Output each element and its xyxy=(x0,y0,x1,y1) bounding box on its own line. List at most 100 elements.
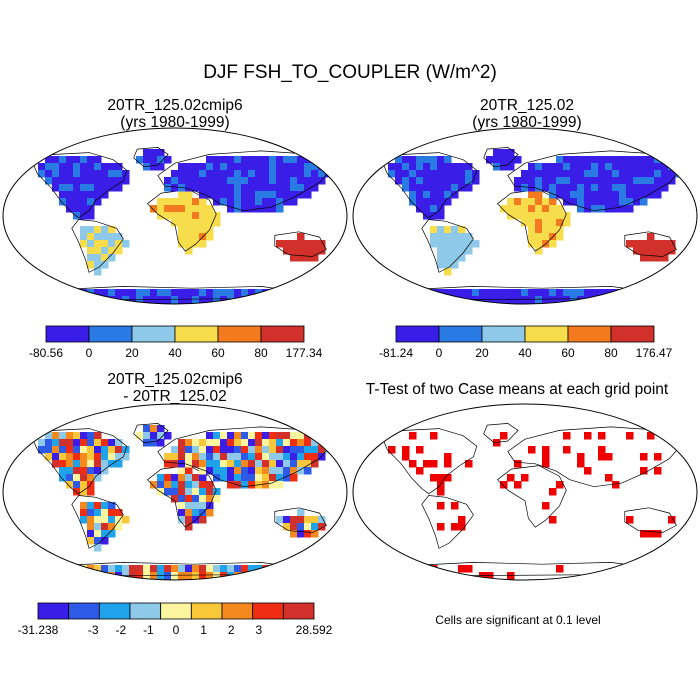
map-panel-3 xyxy=(352,403,698,581)
colorbar-2-label: -2 xyxy=(115,623,126,637)
map-1-eurasia xyxy=(514,156,683,213)
map-3-northamerica xyxy=(388,432,473,496)
colorbar-2-box xyxy=(68,602,100,620)
map-3-greenland-outline xyxy=(483,423,519,444)
map-2-greenland xyxy=(136,425,172,447)
panel-case2-title-line2: (yrs 1980-1999) xyxy=(472,114,582,131)
colorbar-1: -81.24 0 20 40 60 80 176.47 xyxy=(379,325,673,360)
colorbar-0-label: 20 xyxy=(125,346,139,360)
colorbar-2-label: 0 xyxy=(173,623,180,637)
map-1-cells xyxy=(379,147,684,304)
map-3-southamerica-outline xyxy=(421,495,474,549)
map-3-africa-outline xyxy=(496,465,567,528)
colorbar-0-label: 60 xyxy=(211,346,225,360)
colorbar-1-label: 80 xyxy=(604,346,618,360)
map-0-cells xyxy=(29,147,334,304)
map-3-eurasia-outline xyxy=(507,426,684,488)
colorbar-1-label: 40 xyxy=(518,346,532,360)
map-2-southamerica xyxy=(80,502,130,552)
map-1-border xyxy=(352,127,698,305)
map-0-eurasia xyxy=(164,156,333,213)
panel-diff-title-line2: - 20TR_125.02 xyxy=(123,388,227,405)
map-2-australia-outline xyxy=(274,507,327,533)
colorbar-0-label: -80.56 xyxy=(29,346,63,360)
colorbar-0-box xyxy=(131,325,176,343)
colorbar-1-box xyxy=(567,325,612,343)
panel-diff-title-line1: 20TR_125.02cmip6 xyxy=(107,371,243,388)
colorbar-2-box xyxy=(252,602,284,620)
map-0-eurasia-outline xyxy=(157,150,334,212)
map-2-cells xyxy=(29,423,334,580)
map-panel-1 xyxy=(352,127,698,305)
map-panel-2 xyxy=(2,403,348,581)
map-3-greenland xyxy=(493,432,508,447)
map-panel-0 xyxy=(2,127,348,305)
map-3-eurasia xyxy=(514,432,662,489)
colorbar-2-label: 28.592 xyxy=(296,623,333,637)
colorbar-0-box xyxy=(174,325,219,343)
colorbar-0-box xyxy=(260,325,305,343)
colorbar-0-label: 80 xyxy=(254,346,268,360)
colorbar-2-label: -3 xyxy=(88,623,99,637)
colorbar-2-box xyxy=(221,602,254,620)
map-2-australia xyxy=(276,509,326,538)
panel-case1-title-line2: (yrs 1980-1999) xyxy=(120,114,230,131)
map-1-greenland-outline xyxy=(483,147,519,168)
map-2-southamerica-outline xyxy=(71,495,124,549)
colorbar-2-box xyxy=(282,602,315,620)
map-0-southamerica xyxy=(80,226,130,276)
colorbar-2-box xyxy=(98,602,131,620)
panel-diff-title: 20TR_125.02cmip6 - 20TR_125.02 xyxy=(25,371,325,405)
map-1-greenland xyxy=(486,149,522,171)
colorbar-1-label: 0 xyxy=(436,346,443,360)
map-1-eurasia-outline xyxy=(507,150,684,212)
map-0-australia xyxy=(276,233,326,262)
colorbar-2: -31.238 -3 -2 -1 0 1 2 3 28.592 xyxy=(18,602,333,637)
map-0-greenland-outline xyxy=(133,147,169,168)
colorbar-2-label: -31.238 xyxy=(18,623,59,637)
map-1-africa xyxy=(500,191,571,255)
colorbar-2-label: 1 xyxy=(200,623,207,637)
colorbar-1-label: 60 xyxy=(561,346,575,360)
colorbar-0-box xyxy=(217,325,262,343)
colorbar-2-box xyxy=(160,602,192,620)
colorbar-2-box xyxy=(129,602,162,620)
colorbar-0: -80.56 0 20 40 60 80 177.34 xyxy=(29,325,323,360)
map-1-southamerica-outline xyxy=(421,219,474,273)
map-2-greenland-outline xyxy=(133,423,169,444)
colorbar-2-box xyxy=(190,602,223,620)
significance-note: Cells are significant at 0.1 level xyxy=(435,613,601,627)
panel-case2-title-line1: 20TR_125.02 xyxy=(480,97,574,114)
colorbar-1-label: -81.24 xyxy=(379,346,413,360)
colorbar-0-label: 40 xyxy=(168,346,182,360)
colorbar-2-box xyxy=(37,602,70,620)
map-0-border xyxy=(2,127,348,305)
colorbar-1-label: 20 xyxy=(475,346,489,360)
colorbar-2-label: 3 xyxy=(255,623,262,637)
map-3-africa xyxy=(500,474,564,524)
panel-case1-title: 20TR_125.02cmip6 (yrs 1980-1999) xyxy=(25,97,325,131)
colorbar-2-label: -1 xyxy=(143,623,154,637)
map-1-southamerica xyxy=(430,226,480,276)
map-2-eurasia-outline xyxy=(157,426,334,488)
map-0-australia-outline xyxy=(274,231,327,257)
panel-case1-title-line1: 20TR_125.02cmip6 xyxy=(107,97,243,114)
colorbar-1-box xyxy=(395,325,440,343)
map-1-northamerica xyxy=(388,156,480,220)
colorbar-1-box xyxy=(438,325,483,343)
map-3-australia-outline xyxy=(624,507,677,533)
panel-ttest-title: T-Test of two Case means at each grid po… xyxy=(365,381,669,398)
panel-case2-title: 20TR_125.02 (yrs 1980-1999) xyxy=(377,97,677,131)
colorbar-0-label: 0 xyxy=(86,346,93,360)
colorbar-1-label: 176.47 xyxy=(636,346,673,360)
map-3-southamerica xyxy=(437,502,466,531)
colorbar-0-box xyxy=(45,325,90,343)
colorbar-1-box xyxy=(481,325,526,343)
map-0-northamerica-outline xyxy=(29,152,128,219)
map-3-australia xyxy=(626,516,676,538)
map-2-northamerica xyxy=(38,432,130,496)
map-3-cells xyxy=(379,423,684,580)
map-0-greenland xyxy=(136,149,172,171)
map-3-antarctica xyxy=(430,565,634,580)
